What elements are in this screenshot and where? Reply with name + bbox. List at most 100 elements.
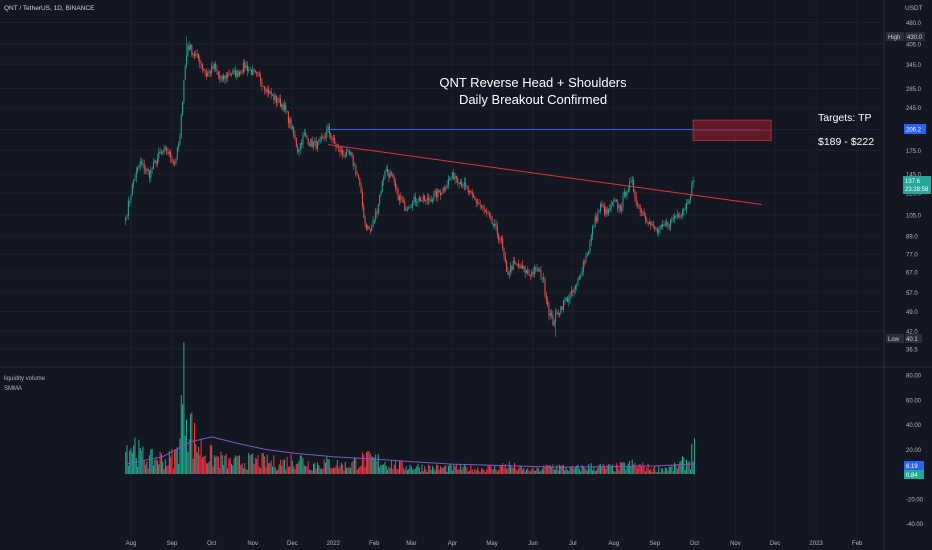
volume-bar-2021-09-27: [205, 463, 207, 474]
candle-2022-04-04: [455, 175, 457, 183]
volume-bar-2022-01-21: [359, 466, 361, 474]
candle-2021-10-01: [211, 62, 213, 77]
volume-bar-2022-06-10: [544, 466, 546, 474]
candle-2022-02-23: [402, 196, 404, 203]
volume-bar-2021-11-17: [273, 455, 275, 474]
volume-bar-2021-08-11: [143, 459, 145, 474]
volume-bar-2022-05-09: [502, 462, 504, 474]
volume-bar-2022-06-08: [541, 468, 543, 474]
candle-2022-07-21: [598, 209, 600, 213]
chart-annotation-title[interactable]: QNT Reverse Head + Shoulders: [439, 75, 627, 90]
candle-2021-08-04: [134, 174, 136, 182]
candle-2022-03-23: [439, 189, 441, 201]
time-tick-label-6: Feb: [369, 541, 380, 547]
volume-bar-2022-01-27: [367, 450, 369, 474]
volume-bar-2022-05-29: [528, 470, 530, 474]
volume-bar-2022-06-13: [548, 465, 550, 474]
volume-bar-2022-02-07: [381, 464, 383, 474]
volume-bar-2022-03-29: [447, 466, 449, 474]
volume-bar-2021-08-31: [170, 456, 172, 474]
symbol-title[interactable]: QNT / TetherUS, 1D, BINANCE: [4, 5, 95, 12]
time-axis[interactable]: Aug Sep Oct Nov Dec 2022 Feb Mar Apr May Jun Jul Aug…: [126, 541, 863, 547]
volume-bar-2022-05-21: [518, 468, 520, 474]
price-tick-label-10: 175.0: [906, 149, 922, 155]
candle-2021-08-19: [154, 159, 156, 164]
volume-bar-2022-06-29: [569, 466, 571, 474]
price-axis[interactable]: 36.5 42.0 49.0 57.0 67.0 77.0 89.0 105.0 125.0 14…: [906, 21, 922, 353]
volume-bar-2022-03-16: [430, 470, 432, 474]
chart-annotation-subtitle[interactable]: Daily Breakout Confirmed: [459, 92, 607, 107]
volume-bar-2022-04-06: [458, 469, 460, 474]
volume-bar-2021-09-19: [195, 444, 197, 474]
volume-bar-2022-08-11: [626, 465, 628, 474]
volume-bar-2022-05-05: [496, 471, 498, 474]
candle-2022-07-05: [577, 277, 579, 287]
candle-2022-08-25: [644, 212, 646, 225]
volume-bar-2022-01-13: [348, 466, 350, 474]
candle-2022-04-30: [490, 212, 492, 221]
candle-2022-08-09: [623, 187, 625, 199]
volume-bar-2022-01-17: [354, 458, 356, 474]
volume-bar-2022-02-14: [391, 460, 393, 474]
candle-2022-06-23: [561, 305, 563, 311]
volume-bar-2021-10-20: [236, 456, 238, 474]
volume-bar-2021-12-17: [313, 463, 315, 474]
candle-2021-12-03: [294, 130, 296, 141]
volume-bar-2021-12-07: [299, 455, 301, 474]
volume-bar-2022-02-27: [408, 468, 410, 474]
candle-2021-10-26: [244, 59, 246, 73]
volume-bar-2021-08-21: [156, 460, 158, 474]
targets-range[interactable]: $189 - $222: [818, 136, 874, 148]
candle-2022-02-05: [379, 194, 381, 207]
volume-bar-2021-10-01: [211, 445, 213, 474]
price-tick-label-12: 245.0: [906, 106, 922, 112]
volume-bar-2022-05-10: [503, 467, 505, 474]
volume-bar-2022-06-16: [552, 464, 554, 474]
volume-bar-2022-05-28: [527, 468, 529, 474]
candle-2022-06-15: [551, 309, 553, 319]
volume-bar-2021-11-18: [274, 467, 276, 474]
candle-2022-05-17: [512, 256, 514, 270]
volume-bar-2022-05-12: [506, 468, 508, 474]
volume-bar-2022-03-02: [412, 469, 414, 474]
volume-bar-2022-06-23: [561, 464, 563, 474]
candle-2021-11-12: [266, 86, 268, 97]
volume-bar-2022-08-29: [650, 468, 652, 474]
candle-2022-09-21: [680, 213, 682, 220]
volume-bar-2022-09-10: [666, 468, 668, 474]
volume-bar-2022-02-22: [401, 460, 403, 474]
volume-bar-2022-02-16: [393, 464, 395, 474]
volume-bar-2021-08-19: [154, 459, 156, 474]
volume-indicator-label[interactable]: liquidity volume: [4, 376, 46, 382]
volume-bar-2021-10-14: [228, 458, 230, 474]
candle-2022-07-18: [594, 212, 596, 228]
candle-2021-10-21: [237, 68, 239, 78]
candle-2022-01-20: [357, 174, 359, 181]
candle-2022-07-23: [601, 200, 603, 208]
volume-bar-2021-08-01: [130, 448, 132, 474]
candle-2021-09-12: [186, 36, 188, 69]
candle-2022-05-25: [523, 265, 525, 272]
candle-2022-07-10: [584, 259, 586, 267]
volume-bar-2022-05-08: [500, 465, 502, 474]
candle-2022-01-16: [352, 153, 354, 170]
price-tick-label-5: 77.0: [906, 253, 918, 259]
targets-label[interactable]: Targets: TP: [818, 112, 872, 124]
candle-2021-11-27: [286, 110, 288, 113]
volume-bar-2021-10-10: [223, 464, 225, 474]
volume-bar-2021-08-28: [166, 466, 168, 474]
smma-label[interactable]: SMMA: [4, 386, 22, 392]
volume-bar-2021-11-30: [290, 454, 292, 474]
volume-bar-2021-11-26: [285, 469, 287, 474]
volume-bar-2022-09-05: [659, 472, 661, 474]
candle-2021-10-29: [248, 66, 250, 74]
volume-bar-2021-08-06: [137, 466, 139, 474]
volume-bar-2022-09-11: [667, 470, 669, 474]
volume-bar-2022-03-06: [417, 463, 419, 474]
volume-bar-2021-12-22: [319, 468, 321, 474]
volume-bar-2022-02-09: [384, 461, 386, 474]
volume-bar-2022-04-29: [488, 465, 490, 474]
candle-2022-02-01: [373, 218, 375, 225]
candle-2022-01-13: [348, 149, 350, 156]
